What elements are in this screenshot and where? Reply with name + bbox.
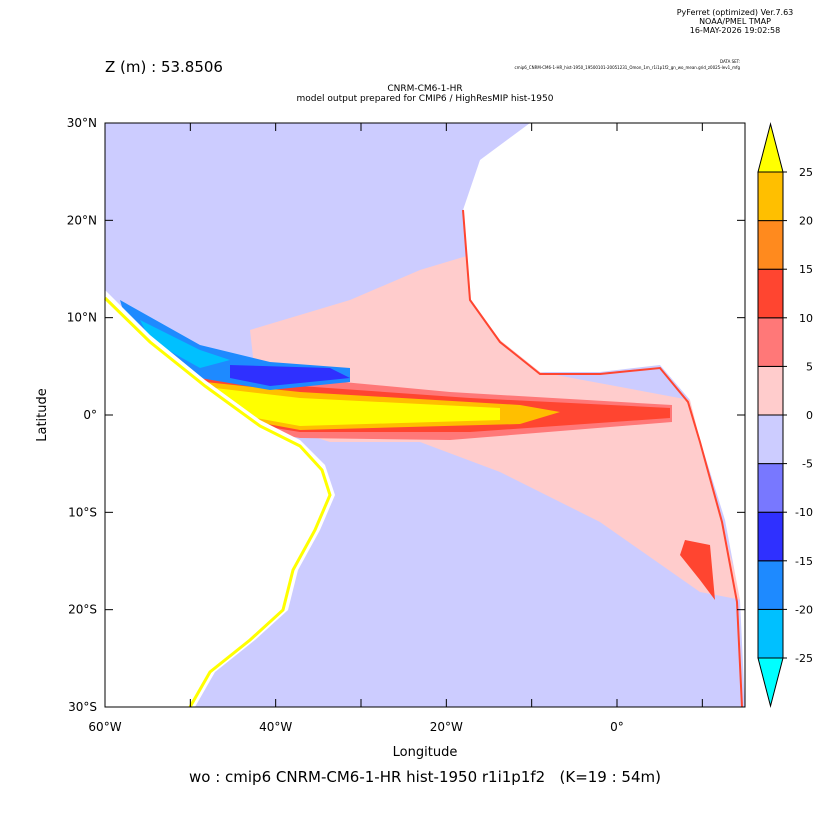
- footer: wo : cmip6 CNRM-CM6-1-HR hist-1950 r1i1p…: [189, 768, 661, 786]
- colorbar-bin: [757, 463, 784, 513]
- x-tick-label: 20°W: [430, 720, 463, 734]
- dataset: cmip6_CNRM-CM6-1-HR_hist-1950_19500101-2…: [515, 65, 741, 70]
- colorbar-bin: [757, 365, 784, 416]
- positive-core: [215, 388, 500, 426]
- y-tick-label: 30°N: [67, 116, 97, 130]
- subtitle: model output prepared for CMIP6 / HighRe…: [297, 94, 554, 104]
- coastal-band: [462, 209, 743, 708]
- colorbar-label: 15: [799, 263, 813, 276]
- colorbar-label: 10: [799, 312, 813, 325]
- header-line: PyFerret (optimized) Ver.7.63: [677, 8, 794, 17]
- y-axis-label: Latitude: [35, 388, 50, 442]
- colorbar-label: -20: [795, 603, 813, 616]
- y-tick-label: 10°S: [68, 505, 97, 519]
- land-africa: [463, 123, 745, 707]
- colorbar: -25 -20 -15 -10 -5 0 5 10 15 20 25: [757, 122, 813, 708]
- colorbar-bin: [757, 171, 784, 222]
- colorbar-label: 5: [806, 360, 813, 373]
- colorbar-bin: [757, 268, 784, 319]
- negative-band: [230, 365, 350, 386]
- axes: 60°W 40°W 20°W 0° 30°S 20°S 10°S 0° 10°N 20°N 30°N: [67, 116, 745, 734]
- y-tick-label: 30°S: [68, 700, 97, 714]
- colorbar-bin: [757, 414, 784, 465]
- land-south-america: [105, 290, 335, 707]
- colorbar-label: -5: [802, 458, 813, 471]
- y-tick-label: 0°: [83, 408, 97, 422]
- colorbar-label: 0: [806, 409, 813, 422]
- colorbar-label: 25: [799, 166, 813, 179]
- title: CNRM-CM6-1-HR: [387, 84, 462, 94]
- colorbar-bin: [757, 317, 784, 367]
- colorbar-under: [757, 657, 784, 708]
- header-line: NOAA/PMEL TMAP: [699, 17, 771, 26]
- colorbar-bin: [757, 560, 784, 610]
- positive-patch: [680, 540, 715, 600]
- colorbar-over: [757, 122, 784, 173]
- colorbar-label: -10: [795, 506, 813, 519]
- colorbar-label: 20: [799, 215, 813, 228]
- x-axis-label: Longitude: [393, 745, 458, 760]
- colorbar-label: -25: [795, 652, 813, 665]
- y-tick-label: 20°N: [67, 213, 97, 227]
- coastal-band: [103, 296, 332, 708]
- x-tick-label: 40°W: [259, 720, 292, 734]
- x-tick-label: 60°W: [88, 720, 121, 734]
- field: [103, 123, 745, 708]
- header-line: 16-MAY-2026 19:02:58: [690, 26, 780, 35]
- colorbar-bin: [757, 220, 784, 270]
- y-tick-label: 20°S: [68, 603, 97, 617]
- z-label: Z (m) : 53.8506: [105, 58, 223, 76]
- negative-core: [140, 320, 230, 368]
- dataset-label: DATA SET:: [720, 59, 740, 64]
- colorbar-bin: [757, 511, 784, 562]
- x-tick-label: 0°: [610, 720, 624, 734]
- colorbar-bin: [757, 608, 784, 659]
- colorbar-label: -15: [795, 555, 813, 568]
- y-tick-label: 10°N: [67, 311, 97, 325]
